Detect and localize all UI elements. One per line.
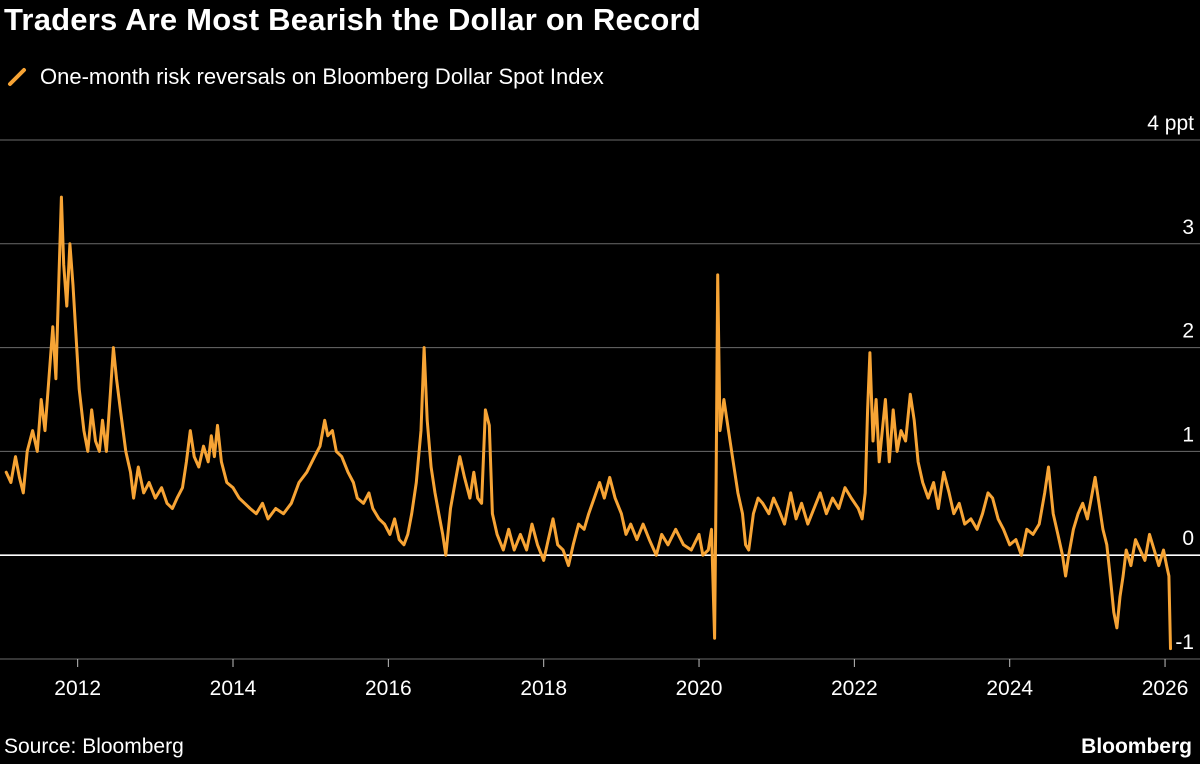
y-tick-label: 4 ppt (1147, 112, 1194, 135)
x-axis: 2012 2014 2016 2018 2020 2022 2024 2026 (54, 659, 1188, 700)
legend-swatch-line (8, 68, 26, 86)
x-tick-label: 2012 (54, 677, 101, 700)
x-tick-label: 2020 (676, 677, 723, 700)
y-tick-label: -1 (1175, 631, 1194, 654)
source-note: Source: Bloomberg (4, 735, 184, 758)
chart-title: Traders Are Most Bearish the Dollar on R… (4, 2, 701, 37)
y-tick-label: 0 (1182, 527, 1194, 550)
x-tick-label: 2026 (1142, 677, 1189, 700)
y-tick-label: 1 (1182, 423, 1194, 446)
x-tick-label: 2016 (365, 677, 412, 700)
series-layer (4, 195, 1172, 651)
legend: One-month risk reversals on Bloomberg Do… (6, 62, 604, 92)
x-tick-label: 2018 (520, 677, 567, 700)
y-axis: -1 0 1 2 3 4 ppt (1147, 112, 1194, 654)
legend-label: One-month risk reversals on Bloomberg Do… (40, 64, 604, 89)
y-tick-label: 2 (1182, 320, 1194, 343)
x-tick-label: 2014 (210, 677, 257, 700)
x-tick-label: 2024 (986, 677, 1033, 700)
y-tick-label: 3 (1182, 216, 1194, 239)
series-line (4, 195, 1172, 651)
legend-swatch (8, 68, 26, 86)
x-tick-label: 2022 (831, 677, 878, 700)
brand-logo: Bloomberg (1081, 735, 1192, 758)
gridlines (0, 139, 1200, 660)
